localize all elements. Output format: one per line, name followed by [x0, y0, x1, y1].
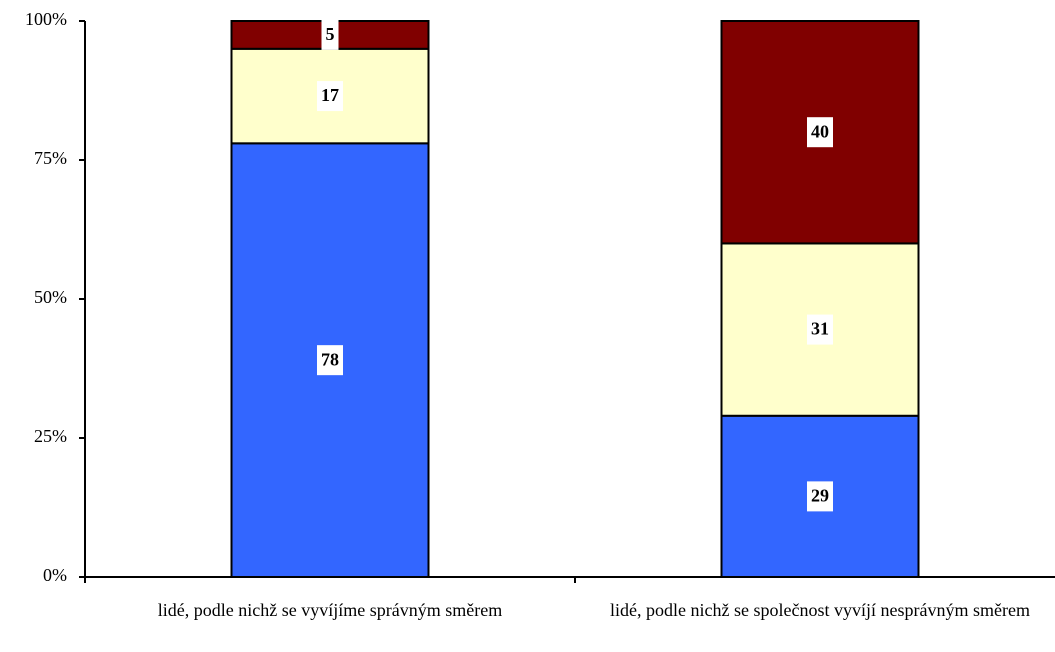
- data-label-group: 78: [317, 345, 343, 376]
- data-label-bg: [807, 481, 833, 512]
- data-label-bg: [317, 81, 343, 112]
- data-label-group: 31: [807, 314, 833, 345]
- data-label-bg: [807, 314, 833, 345]
- data-label: 17: [321, 85, 339, 105]
- data-label-group: 17: [317, 81, 343, 112]
- data-label: 40: [811, 121, 829, 141]
- y-tick-label: 50%: [34, 287, 67, 307]
- data-label: 78: [321, 349, 339, 369]
- y-tick-label: 25%: [34, 426, 67, 446]
- data-label: 5: [326, 24, 335, 44]
- x-tick-label: lidé, podle nichž se společnost vyvíjí n…: [610, 600, 1030, 620]
- data-label-bg: [321, 19, 339, 50]
- data-label: 31: [811, 319, 829, 339]
- data-label-group: 5: [321, 19, 339, 50]
- data-label-bg: [807, 117, 833, 148]
- y-tick-label: 0%: [43, 565, 67, 585]
- data-label: 29: [811, 486, 829, 506]
- y-tick-label: 75%: [34, 148, 67, 168]
- data-label-bg: [317, 345, 343, 376]
- data-label-group: 40: [807, 117, 833, 148]
- y-tick-label: 100%: [25, 9, 67, 29]
- x-tick-label: lidé, podle nichž se vyvíjíme správným s…: [157, 600, 503, 620]
- data-label-group: 29: [807, 481, 833, 512]
